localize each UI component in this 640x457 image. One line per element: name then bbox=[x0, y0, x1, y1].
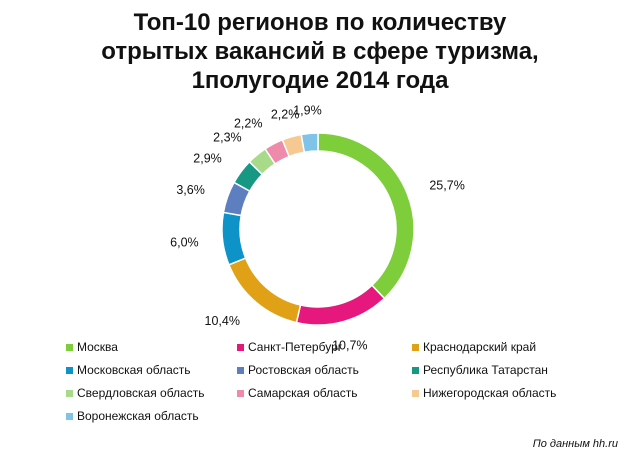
slice-label-8: 2,2% bbox=[234, 117, 263, 131]
donut-slice-10 bbox=[300, 132, 319, 154]
legend-item-1: Москва bbox=[66, 338, 237, 356]
donut-slice-3 bbox=[227, 257, 302, 324]
legend-item-7: Свердловская область bbox=[66, 384, 237, 402]
source-note: По данным hh.ru bbox=[532, 438, 618, 450]
chart-title: Топ-10 регионов по количеству отрытых ва… bbox=[0, 8, 640, 95]
legend-swatch bbox=[66, 366, 73, 374]
slice-label-1: 25,7% bbox=[429, 178, 464, 192]
legend-swatch bbox=[237, 389, 244, 397]
legend-swatch bbox=[66, 389, 73, 397]
slice-label-2: 10,7% bbox=[332, 339, 367, 353]
legend-swatch bbox=[237, 366, 244, 374]
legend-label: Краснодарский край bbox=[423, 340, 537, 354]
slice-label-3: 10,4% bbox=[205, 314, 240, 328]
legend-item-5: Ростовская область bbox=[237, 361, 412, 379]
slice-label-10: 1,9% bbox=[293, 103, 322, 117]
legend-label: Нижегородская область bbox=[423, 386, 557, 400]
slice-label-5: 3,6% bbox=[176, 183, 205, 197]
donut-slice-4 bbox=[221, 211, 247, 266]
legend-label: Московская область bbox=[77, 363, 191, 377]
legend-item-8: Самарская область bbox=[237, 384, 412, 402]
chart-title-line-1: Топ-10 регионов по количеству bbox=[133, 9, 507, 36]
legend-label: Санкт-Петербург bbox=[248, 340, 343, 354]
slice-label-6: 2,9% bbox=[193, 151, 222, 165]
chart-legend: Москва Санкт-Петербург Краснодарский край М… bbox=[66, 338, 626, 425]
chart-title-line-2: отрытых вакансий в сфере туризма, bbox=[101, 38, 539, 65]
legend-label: Самарская область bbox=[248, 386, 358, 400]
slice-label-4: 6,0% bbox=[170, 235, 199, 249]
legend-label: Воронежская область bbox=[77, 409, 199, 423]
slice-label-7: 2,3% bbox=[213, 130, 242, 144]
legend-item-9: Нижегородская область bbox=[412, 384, 612, 402]
chart-title-line-3: 1полугодие 2014 года bbox=[191, 67, 449, 94]
legend-item-2: Санкт-Петербург bbox=[237, 338, 412, 356]
legend-label: Ростовская область bbox=[248, 363, 359, 377]
legend-swatch bbox=[66, 412, 73, 420]
legend-item-10: Воронежская область bbox=[66, 407, 237, 425]
legend-swatch bbox=[237, 343, 244, 351]
legend-label: Республика Татарстан bbox=[423, 363, 548, 377]
legend-item-6: Республика Татарстан bbox=[412, 361, 612, 379]
legend-swatch bbox=[412, 343, 419, 351]
donut-slice-2 bbox=[295, 284, 386, 326]
donut-slice-1 bbox=[317, 132, 415, 300]
legend-swatch bbox=[66, 343, 73, 351]
legend-swatch bbox=[412, 366, 419, 374]
legend-label: Москва bbox=[77, 340, 118, 354]
legend-swatch bbox=[412, 389, 419, 397]
slice-label-9: 2,2% bbox=[271, 108, 300, 122]
legend-item-4: Московская область bbox=[66, 361, 237, 379]
legend-item-3: Краснодарский край bbox=[412, 338, 612, 356]
legend-label: Свердловская область bbox=[77, 386, 205, 400]
